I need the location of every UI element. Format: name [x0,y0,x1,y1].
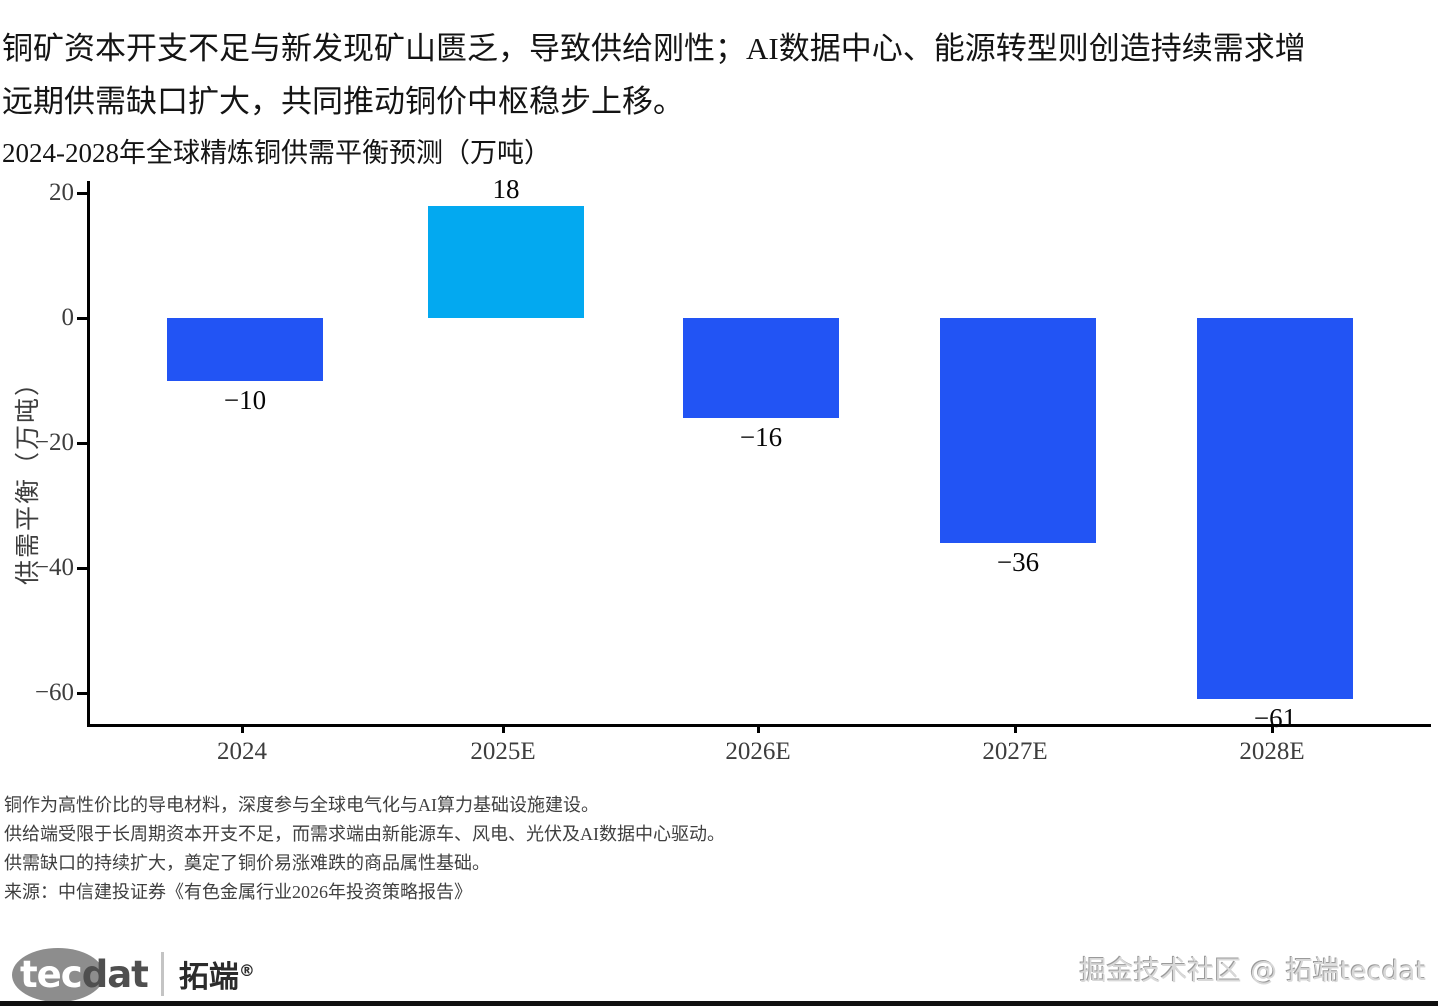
footnote-line: 来源：中信建投证券《有色金属行业2026年投资策略报告》 [4,882,472,902]
x-tick-mark [1014,724,1017,733]
x-tick-label: 2028E [1239,738,1305,765]
bar-value-label: −16 [739,422,783,453]
logo-text-tec: tec [20,952,83,996]
x-tick-label: 2025E [470,738,536,765]
logo-separator [160,952,164,996]
bar-2027E [940,318,1096,543]
registered-mark-icon: ® [238,961,255,980]
footnote-line: 供需缺口的持续扩大，奠定了铜价易涨难跌的商品属性基础。 [4,853,490,873]
bar-2024 [167,318,323,381]
plot-area: −10 18 −16 −36 −61 [87,174,1431,733]
bottom-border-bar [0,1001,1438,1006]
footnote-line: 供给端受限于长周期资本开支不足，而需求端由新能源车、风电、光伏及AI数据中心驱动… [4,824,725,844]
footnotes: 铜作为高性价比的导电材料，深度参与全球电气化与AI算力基础设施建设。供给端受限于… [4,791,725,907]
x-tick-mark [757,724,760,733]
logo-text-dat: dat [81,952,149,996]
logo-ellipse-icon [12,948,104,1002]
y-tick-mark [77,442,87,446]
headline-line1: 铜矿资本开支不足与新发现矿山匮乏，导致供给刚性；AI数据中心、能源转型则创造持续… [2,31,1306,66]
bar-value-label: 18 [492,173,520,204]
x-tick-label: 2027E [982,738,1048,765]
y-tick-mark [77,317,87,321]
y-tick-mark [77,691,87,695]
bar-value-label: −36 [996,547,1040,577]
x-tick-mark [1271,724,1274,733]
y-tick-mark [77,566,87,570]
y-tick-label: −20 [34,429,74,457]
x-tick-label: 2026E [725,738,791,765]
y-tick-label: −60 [34,678,74,706]
bar-value-label: −10 [223,384,267,415]
tecdat-logo: tec dat 拓端® [12,944,255,1004]
bar-value-label: −61 [1253,703,1297,734]
footnote-line: 铜作为高性价比的导电材料，深度参与全球电气化与AI算力基础设施建设。 [4,795,599,815]
headline-line2: 远期供需缺口扩大，共同推动铜价中枢稳步上移。 [2,84,684,119]
y-tick-label: 20 [49,179,74,207]
y-tick-label: −40 [34,553,74,581]
y-tick-label: 0 [61,304,75,332]
x-tick-mark [502,724,505,733]
y-tick-mark [77,192,87,196]
chart-title: 2024-2028年全球精炼铜供需平衡预测（万吨） [2,138,551,168]
community-watermark: 掘金技术社区 @ 拓端tecdat [1079,956,1426,987]
x-tick-mark [241,724,244,733]
bar-2026E [683,318,839,419]
x-tick-label: 2024 [217,738,267,765]
bar-2028E [1197,318,1353,700]
bar-2025E [428,205,584,319]
logo-brand-cn: 拓端® [178,960,255,995]
